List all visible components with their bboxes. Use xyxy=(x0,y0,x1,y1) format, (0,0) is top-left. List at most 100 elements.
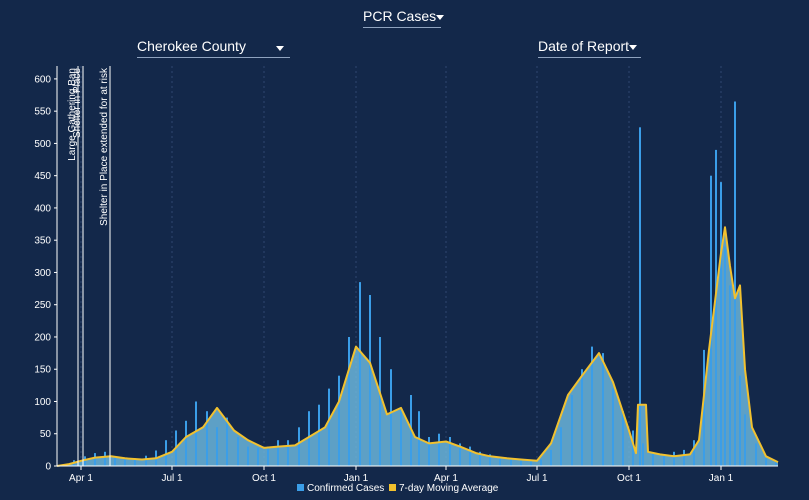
confirmed-case-bar xyxy=(114,457,116,466)
confirmed-case-bar xyxy=(571,395,573,466)
x-tick-label: Jan 1 xyxy=(709,473,734,484)
legend-swatch-confirmed xyxy=(297,484,304,491)
confirmed-case-bar xyxy=(94,453,96,466)
chevron-down-icon xyxy=(436,14,445,20)
confirmed-case-bar xyxy=(287,440,289,466)
confirmed-case-bar xyxy=(622,411,624,466)
y-tick-label: 200 xyxy=(34,332,51,343)
confirmed-case-bar xyxy=(489,454,491,466)
confirmed-case-bar xyxy=(591,346,593,466)
confirmed-case-bar xyxy=(550,449,552,466)
confirmed-case-bar xyxy=(195,401,197,466)
confirmed-case-bar xyxy=(84,456,86,466)
y-tick-label: 350 xyxy=(34,236,51,247)
confirmed-case-bar xyxy=(663,456,665,466)
confirmed-case-bar xyxy=(308,411,310,466)
confirmed-case-bar xyxy=(449,437,451,466)
y-tick-label: 550 xyxy=(34,107,51,118)
y-tick-label: 250 xyxy=(34,300,51,311)
confirmed-case-bar xyxy=(359,282,361,466)
legend-label-average: 7-day Moving Average xyxy=(399,483,499,494)
confirmed-case-bar xyxy=(298,427,300,466)
y-tick-label: 450 xyxy=(34,171,51,182)
confirmed-case-bar xyxy=(338,375,340,466)
event-label: Large Gathering Ban xyxy=(67,68,78,161)
confirmed-case-bar xyxy=(683,449,685,466)
confirmed-case-bar xyxy=(237,437,239,466)
legend-swatch-average xyxy=(389,484,396,491)
confirmed-case-bar xyxy=(715,149,717,466)
confirmed-case-bar xyxy=(257,447,259,466)
cases-area xyxy=(57,227,778,466)
confirmed-case-bar xyxy=(226,417,228,466)
confirmed-case-bar xyxy=(145,455,147,466)
axes: Apr 1 Jul 1 Oct 1 Jan 1 Apr 1 Jul 1 Oct 1 Jan 1… xyxy=(34,66,778,484)
confirmed-case-bar xyxy=(216,427,218,466)
confirmed-case-bar xyxy=(328,388,330,466)
confirmed-case-bar xyxy=(710,175,712,466)
legend[interactable]: Confirmed Cases 7-day Moving Average xyxy=(297,483,499,494)
x-tick-label: Jul 1 xyxy=(526,473,548,484)
chevron-down-icon xyxy=(629,44,638,50)
confirmed-case-bar xyxy=(720,182,722,466)
confirmed-case-bar xyxy=(581,369,583,466)
confirmed-case-bar xyxy=(703,349,705,466)
y-tick-label: 500 xyxy=(34,139,51,150)
metric-dropdown-label: PCR Cases xyxy=(363,8,437,24)
confirmed-case-bar xyxy=(612,388,614,466)
y-tick-label: 300 xyxy=(34,268,51,279)
y-tick-label: 150 xyxy=(34,365,51,376)
y-tick-label: 400 xyxy=(34,203,51,214)
confirmed-case-bar xyxy=(134,458,136,466)
confirmed-case-bar xyxy=(348,337,350,466)
x-tick-label: Jul 1 xyxy=(161,473,183,484)
county-dropdown-label: Cherokee County xyxy=(137,38,246,54)
confirmed-case-bar xyxy=(479,451,481,466)
confirmed-case-bar xyxy=(744,414,746,466)
confirmed-case-bar xyxy=(673,451,675,466)
x-tick-label: Oct 1 xyxy=(617,473,641,484)
x-tick-label: Oct 1 xyxy=(252,473,276,484)
area-layer xyxy=(57,227,778,466)
confirmed-case-bar xyxy=(165,440,167,466)
county-dropdown[interactable]: Cherokee County xyxy=(137,38,290,58)
y-tick-label: 0 xyxy=(45,462,51,473)
confirmed-case-bar xyxy=(400,407,402,466)
confirmed-case-bar xyxy=(459,443,461,466)
confirmed-case-bar xyxy=(642,443,644,466)
confirmed-case-bar xyxy=(724,246,726,466)
confirmed-case-bar xyxy=(693,440,695,466)
confirmed-case-bar xyxy=(755,443,757,466)
confirmed-case-bar xyxy=(510,458,512,466)
x-tick-label: Jan 1 xyxy=(344,473,369,484)
confirmed-case-bar xyxy=(267,446,269,466)
confirmed-case-bar xyxy=(734,101,736,466)
x-tick-label: Apr 1 xyxy=(69,473,93,484)
average-line-layer xyxy=(56,226,779,467)
metric-dropdown[interactable]: PCR Cases xyxy=(363,8,445,28)
chevron-down-icon xyxy=(276,46,284,51)
confirmed-case-bar xyxy=(540,459,542,466)
confirmed-case-bar xyxy=(124,458,126,466)
confirmed-case-bar xyxy=(652,453,654,466)
date-mode-dropdown[interactable]: Date of Report xyxy=(538,38,641,58)
date-mode-dropdown-label: Date of Report xyxy=(538,38,630,54)
confirmed-case-bar xyxy=(560,427,562,466)
confirmed-case-bar xyxy=(438,433,440,466)
confirmed-case-bar xyxy=(185,420,187,466)
confirmed-case-bar xyxy=(602,353,604,466)
grid xyxy=(80,66,722,466)
confirmed-case-bar xyxy=(729,285,731,466)
y-tick-label: 50 xyxy=(40,429,52,440)
legend-label-confirmed: Confirmed Cases xyxy=(307,483,384,494)
confirmed-case-bar xyxy=(739,375,741,466)
confirmed-case-bar xyxy=(632,430,634,466)
confirmed-case-bar xyxy=(390,369,392,466)
confirmed-case-bar xyxy=(277,440,279,466)
event-label: Shelter in Place extended for at risk xyxy=(99,67,110,226)
confirmed-case-bar xyxy=(247,446,249,466)
confirmed-case-bar xyxy=(639,127,641,467)
confirmed-case-bar xyxy=(104,451,106,466)
